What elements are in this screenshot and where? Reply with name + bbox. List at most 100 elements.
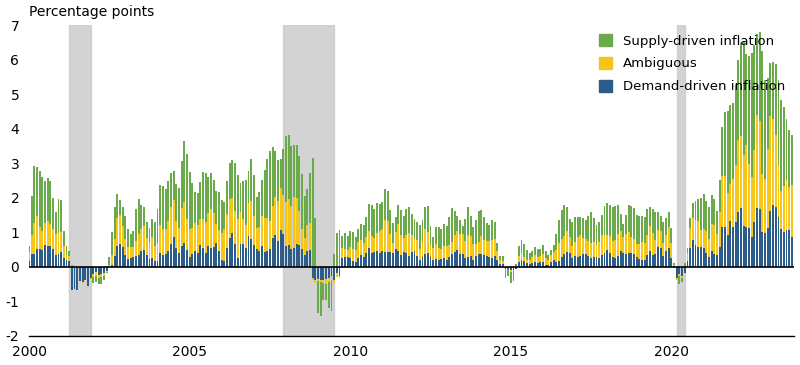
Bar (550, 255, 552, 262)
Bar (151, 258, 153, 267)
Bar (242, 219, 244, 243)
Bar (432, 238, 434, 248)
Bar (649, 207, 651, 226)
Bar (467, 257, 469, 267)
Bar (189, 172, 190, 229)
Bar (100, 277, 102, 284)
Bar (742, 226, 745, 267)
Bar (154, 246, 156, 261)
Bar (374, 209, 375, 238)
Bar (173, 200, 174, 237)
Bar (334, 254, 335, 267)
Bar (609, 253, 611, 267)
Bar (481, 210, 482, 236)
Bar (555, 234, 558, 250)
Bar (738, 140, 739, 211)
Bar (794, 237, 795, 267)
Bar (342, 236, 343, 247)
Bar (531, 251, 534, 257)
Bar (285, 202, 287, 246)
Bar (786, 230, 787, 267)
Text: Percentage points: Percentage points (29, 5, 154, 19)
Bar (266, 218, 268, 251)
Bar (587, 255, 590, 267)
Bar (670, 228, 672, 242)
Bar (186, 219, 188, 250)
Bar (660, 231, 662, 248)
Bar (277, 201, 279, 241)
Bar (636, 215, 638, 243)
Bar (170, 207, 172, 244)
Bar (301, 249, 303, 267)
Bar (481, 254, 482, 267)
Bar (758, 32, 761, 120)
Bar (555, 262, 558, 267)
Bar (676, 278, 678, 280)
Bar (215, 191, 218, 223)
Bar (462, 254, 464, 267)
Bar (435, 227, 437, 244)
Bar (336, 273, 338, 277)
Bar (30, 254, 33, 267)
Bar (630, 238, 632, 253)
Bar (175, 222, 178, 249)
Bar (677, 25, 685, 336)
Bar (119, 244, 121, 267)
Bar (767, 150, 769, 228)
Bar (108, 265, 110, 267)
Bar (510, 272, 512, 283)
Bar (617, 256, 619, 267)
Bar (489, 257, 490, 267)
Bar (52, 199, 54, 229)
Bar (424, 254, 426, 267)
Bar (237, 175, 238, 219)
Bar (296, 145, 298, 197)
Bar (223, 202, 226, 230)
Bar (306, 225, 308, 251)
Bar (734, 165, 737, 222)
Bar (673, 265, 675, 266)
Bar (770, 63, 771, 116)
Bar (459, 254, 461, 267)
Bar (660, 248, 662, 267)
Bar (368, 248, 370, 267)
Bar (443, 258, 445, 267)
Bar (489, 241, 490, 257)
Bar (111, 265, 113, 267)
Bar (756, 208, 758, 267)
Bar (197, 253, 198, 267)
Bar (754, 222, 755, 267)
Bar (108, 257, 110, 265)
Bar (71, 267, 73, 290)
Bar (587, 241, 590, 255)
Bar (269, 151, 271, 222)
Bar (577, 237, 578, 257)
Bar (34, 254, 35, 267)
Bar (36, 216, 38, 249)
Bar (325, 279, 327, 284)
Bar (668, 227, 670, 248)
Bar (178, 188, 180, 228)
Bar (678, 276, 681, 284)
Bar (255, 249, 258, 267)
Bar (459, 220, 461, 234)
Bar (539, 249, 542, 257)
Bar (566, 252, 568, 267)
Bar (502, 256, 504, 261)
Bar (470, 256, 472, 267)
Bar (354, 237, 357, 250)
Bar (127, 229, 129, 247)
Bar (545, 265, 546, 267)
Bar (732, 227, 734, 267)
Bar (620, 215, 622, 231)
Bar (529, 253, 530, 260)
Bar (194, 223, 196, 251)
Bar (191, 183, 194, 228)
Bar (494, 239, 496, 256)
Bar (314, 280, 316, 283)
Bar (422, 220, 423, 242)
Bar (44, 245, 46, 267)
Bar (732, 179, 734, 227)
Bar (553, 245, 554, 252)
Bar (42, 250, 43, 267)
